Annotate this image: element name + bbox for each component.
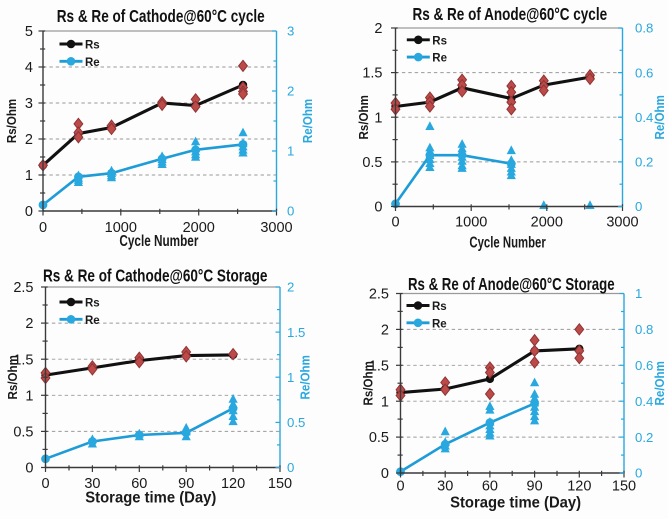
svg-text:Storage time (Day): Storage time (Day) [85, 490, 216, 507]
svg-text:2000: 2000 [183, 220, 215, 236]
svg-text:0: 0 [374, 200, 382, 216]
svg-text:90: 90 [178, 476, 194, 492]
svg-text:0.6: 0.6 [635, 358, 653, 373]
svg-text:0: 0 [635, 466, 642, 481]
svg-text:0.5: 0.5 [362, 155, 382, 171]
svg-text:Re/Ohm: Re/Ohm [298, 355, 313, 399]
svg-text:Re: Re [85, 57, 100, 69]
svg-text:0.4: 0.4 [635, 110, 653, 125]
svg-text:Rs/Ohm: Rs/Ohm [5, 355, 20, 399]
svg-text:1.5: 1.5 [13, 352, 33, 368]
svg-text:1: 1 [25, 388, 33, 404]
svg-text:0: 0 [635, 199, 642, 214]
svg-text:1: 1 [381, 394, 389, 410]
svg-text:1: 1 [287, 370, 294, 385]
svg-text:1.5: 1.5 [369, 358, 389, 374]
svg-text:Rs/Ohm: Rs/Ohm [356, 95, 371, 139]
svg-text:0.2: 0.2 [635, 155, 653, 170]
svg-text:0: 0 [381, 466, 389, 482]
svg-text:0.5: 0.5 [369, 430, 389, 446]
svg-text:2.5: 2.5 [369, 287, 389, 303]
svg-text:0: 0 [287, 204, 294, 219]
svg-text:Rs: Rs [85, 40, 100, 52]
svg-text:Rs: Rs [432, 35, 447, 47]
svg-text:Re: Re [432, 53, 447, 65]
svg-text:2: 2 [287, 84, 294, 99]
svg-text:Rs & Re of Cathode@60°C Storag: Rs & Re of Cathode@60°C Storage [43, 265, 268, 285]
svg-text:120: 120 [221, 476, 245, 492]
svg-text:3: 3 [287, 24, 294, 39]
svg-text:0: 0 [391, 215, 399, 231]
svg-text:1.5: 1.5 [362, 66, 382, 82]
svg-text:Re: Re [85, 315, 100, 327]
svg-text:2: 2 [374, 21, 382, 37]
svg-text:4: 4 [25, 60, 33, 76]
svg-text:0.5: 0.5 [13, 425, 33, 441]
svg-text:Re/Ohm: Re/Ohm [652, 361, 667, 405]
svg-text:0.2: 0.2 [635, 430, 653, 445]
svg-text:60: 60 [482, 478, 498, 494]
svg-text:2: 2 [287, 280, 294, 295]
svg-text:Rs & Re of Anode@60°C cycle: Rs & Re of Anode@60°C cycle [413, 4, 608, 24]
svg-text:1000: 1000 [455, 215, 487, 231]
svg-text:Rs/Ohm: Rs/Ohm [4, 99, 19, 143]
svg-text:1000: 1000 [105, 220, 137, 236]
svg-text:0.5: 0.5 [287, 415, 305, 430]
svg-text:0: 0 [25, 204, 33, 220]
svg-text:Rs: Rs [85, 298, 100, 310]
svg-text:5: 5 [25, 24, 33, 40]
svg-text:Rs/Ohm: Rs/Ohm [361, 361, 376, 405]
svg-text:Rs: Rs [432, 301, 447, 313]
svg-text:Storage time (Day): Storage time (Day) [450, 495, 581, 512]
svg-text:Rs & Re of Anode@60°C Storage: Rs & Re of Anode@60°C Storage [408, 274, 615, 294]
svg-text:1: 1 [374, 110, 382, 126]
svg-text:120: 120 [567, 478, 591, 494]
svg-text:2000: 2000 [531, 215, 563, 231]
svg-text:1: 1 [635, 286, 642, 301]
svg-text:150: 150 [612, 478, 636, 494]
svg-text:2: 2 [25, 132, 33, 148]
svg-text:90: 90 [527, 478, 543, 494]
svg-text:2: 2 [25, 316, 33, 332]
svg-text:0.8: 0.8 [635, 322, 653, 337]
svg-text:Re/Ohm: Re/Ohm [652, 95, 667, 139]
svg-text:Re: Re [432, 318, 447, 330]
svg-text:0: 0 [287, 460, 294, 475]
svg-text:0.6: 0.6 [635, 65, 653, 80]
svg-text:1: 1 [287, 144, 294, 159]
svg-text:150: 150 [268, 476, 292, 492]
svg-text:60: 60 [131, 476, 147, 492]
svg-text:Cycle Number: Cycle Number [469, 234, 545, 251]
svg-text:3000: 3000 [606, 215, 638, 231]
svg-text:Cycle Number: Cycle Number [119, 233, 198, 250]
svg-text:0: 0 [41, 476, 49, 492]
svg-text:Re/Ohm: Re/Ohm [300, 99, 315, 143]
svg-text:1: 1 [25, 168, 33, 184]
svg-text:0.4: 0.4 [635, 394, 653, 409]
svg-text:3: 3 [25, 96, 33, 112]
svg-text:2.5: 2.5 [13, 280, 33, 296]
svg-text:0.8: 0.8 [635, 21, 653, 36]
svg-text:30: 30 [84, 476, 100, 492]
svg-text:Rs & Re of Cathode@60°C cycle: Rs & Re of Cathode@60°C cycle [57, 6, 265, 26]
svg-text:0: 0 [396, 478, 404, 494]
svg-text:2: 2 [381, 323, 389, 339]
svg-text:30: 30 [437, 478, 453, 494]
svg-text:3000: 3000 [260, 220, 292, 236]
svg-text:1.5: 1.5 [287, 325, 305, 340]
svg-text:0: 0 [39, 220, 47, 236]
svg-text:0: 0 [25, 461, 33, 477]
